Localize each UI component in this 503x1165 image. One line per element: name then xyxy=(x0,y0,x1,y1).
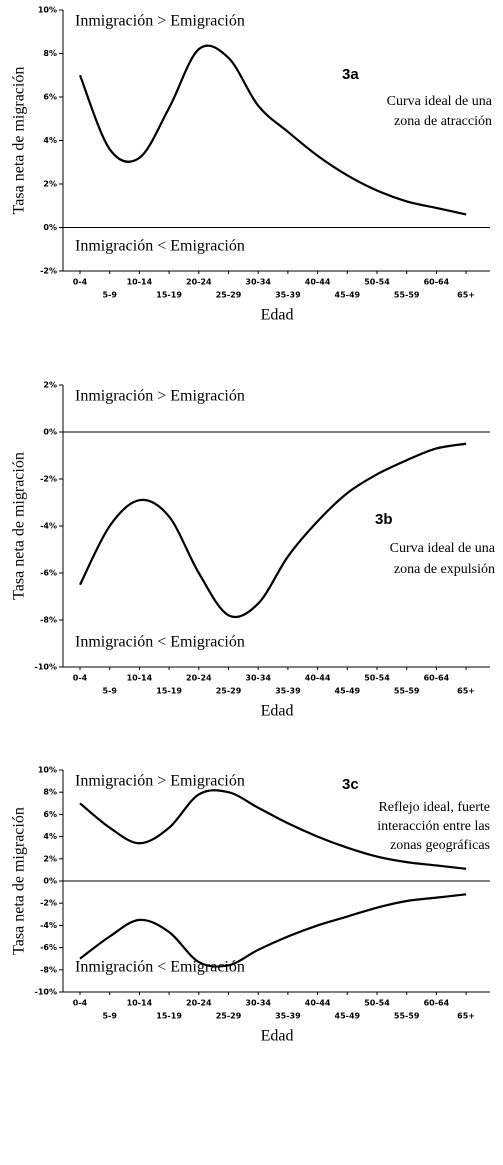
x-tick-label: 45-49 xyxy=(335,1012,361,1021)
x-tick-label: 40-44 xyxy=(305,999,331,1008)
y-axis-label: Tasa neta de migración xyxy=(11,807,28,955)
x-tick-label: 20-24 xyxy=(186,999,212,1008)
x-tick-label: 20-24 xyxy=(186,674,212,683)
y-tick-label: 4% xyxy=(43,136,57,145)
x-tick-label: 55-59 xyxy=(394,1012,420,1021)
lower-text: Inmigración < Emigración xyxy=(75,238,245,255)
x-tick-label: 10-14 xyxy=(127,999,153,1008)
x-tick-label: 65+ xyxy=(457,1012,475,1021)
y-tick-label: 2% xyxy=(43,180,57,189)
panel-label: 3c xyxy=(342,776,359,793)
x-tick-label: 15-19 xyxy=(156,687,182,696)
y-tick-label: -4% xyxy=(40,522,57,531)
y-axis-label: Tasa neta de migración xyxy=(11,67,28,215)
y-tick-label: 6% xyxy=(43,93,57,102)
panel-note: zona de expulsión xyxy=(394,562,495,577)
x-tick-label: 20-24 xyxy=(186,278,212,287)
y-tick-label: -4% xyxy=(40,921,57,930)
curve xyxy=(78,44,467,216)
y-tick-label: -10% xyxy=(35,988,57,997)
curve xyxy=(79,789,467,870)
x-tick-label: 30-34 xyxy=(245,278,271,287)
x-tick-label: 55-59 xyxy=(394,687,420,696)
x-tick-label: 5-9 xyxy=(102,1012,117,1021)
panel-note: Curva ideal de una xyxy=(387,94,493,109)
y-tick-label: 0% xyxy=(43,877,57,886)
x-tick-label: 30-34 xyxy=(245,999,271,1008)
y-tick-label: 2% xyxy=(43,854,57,863)
x-tick-label: 60-64 xyxy=(424,674,450,683)
x-tick-label: 60-64 xyxy=(424,999,450,1008)
x-tick-label: 35-39 xyxy=(275,1012,301,1021)
x-tick-label: 5-9 xyxy=(102,687,117,696)
panel-note: zonas geográficas xyxy=(390,838,490,853)
y-tick-label: 0% xyxy=(43,223,57,232)
x-tick-label: 0-4 xyxy=(73,674,88,683)
x-tick-label: 35-39 xyxy=(275,291,301,300)
x-tick-label: 15-19 xyxy=(156,1012,182,1021)
upper-text: Inmigración > Emigración xyxy=(75,388,245,405)
y-tick-label: 0% xyxy=(43,428,57,437)
x-tick-label: 50-54 xyxy=(364,674,390,683)
x-tick-label: 10-14 xyxy=(127,278,153,287)
y-tick-label: 10% xyxy=(38,766,57,775)
x-tick-label: 45-49 xyxy=(335,687,361,696)
x-tick-label: 50-54 xyxy=(364,999,390,1008)
y-tick-label: -2% xyxy=(40,475,57,484)
x-tick-label: 10-14 xyxy=(127,674,153,683)
y-tick-label: -6% xyxy=(40,943,57,952)
x-tick-label: 25-29 xyxy=(216,1012,242,1021)
x-axis-label: Edad xyxy=(261,1028,294,1045)
panel-note: interacción entre las xyxy=(377,819,490,834)
x-tick-label: 50-54 xyxy=(364,278,390,287)
y-tick-label: -10% xyxy=(35,663,57,672)
panel-note: Reflejo ideal, fuerte xyxy=(378,800,490,815)
x-axis-label: Edad xyxy=(261,307,294,324)
y-tick-label: -8% xyxy=(40,616,57,625)
x-tick-label: 65+ xyxy=(457,291,475,300)
x-tick-label: 30-34 xyxy=(245,674,271,683)
curve xyxy=(79,442,467,619)
x-tick-label: 55-59 xyxy=(394,291,420,300)
y-tick-label: -2% xyxy=(40,899,57,908)
upper-text: Inmigración > Emigración xyxy=(75,13,245,30)
x-tick-label: 40-44 xyxy=(305,674,331,683)
x-tick-label: 40-44 xyxy=(305,278,331,287)
panel-label: 3b xyxy=(375,511,393,528)
y-axis-label: Tasa neta de migración xyxy=(11,452,28,600)
y-tick-label: -2% xyxy=(40,267,57,276)
lower-text: Inmigración < Emigración xyxy=(75,959,245,976)
x-tick-label: 0-4 xyxy=(73,278,88,287)
curve xyxy=(79,893,467,968)
y-tick-label: 4% xyxy=(43,832,57,841)
y-tick-label: 10% xyxy=(38,6,57,15)
y-tick-label: -6% xyxy=(40,569,57,578)
y-tick-label: 6% xyxy=(43,810,57,819)
x-tick-label: 35-39 xyxy=(275,687,301,696)
y-tick-label: 8% xyxy=(43,788,57,797)
x-tick-label: 45-49 xyxy=(335,291,361,300)
panel-note: zona de atracción xyxy=(394,114,492,129)
x-tick-label: 5-9 xyxy=(102,291,117,300)
x-tick-label: 0-4 xyxy=(73,999,88,1008)
panel-note: Curva ideal de una xyxy=(390,541,496,556)
panel-label: 3a xyxy=(342,66,359,83)
x-tick-label: 25-29 xyxy=(216,687,242,696)
x-tick-label: 25-29 xyxy=(216,291,242,300)
x-tick-label: 60-64 xyxy=(424,278,450,287)
lower-text: Inmigración < Emigración xyxy=(75,634,245,651)
upper-text: Inmigración > Emigración xyxy=(75,773,245,790)
x-tick-label: 65+ xyxy=(457,687,475,696)
x-axis-label: Edad xyxy=(261,703,294,720)
y-tick-label: -8% xyxy=(40,965,57,974)
y-tick-label: 8% xyxy=(43,49,57,58)
y-tick-label: 2% xyxy=(43,381,57,390)
x-tick-label: 15-19 xyxy=(156,291,182,300)
